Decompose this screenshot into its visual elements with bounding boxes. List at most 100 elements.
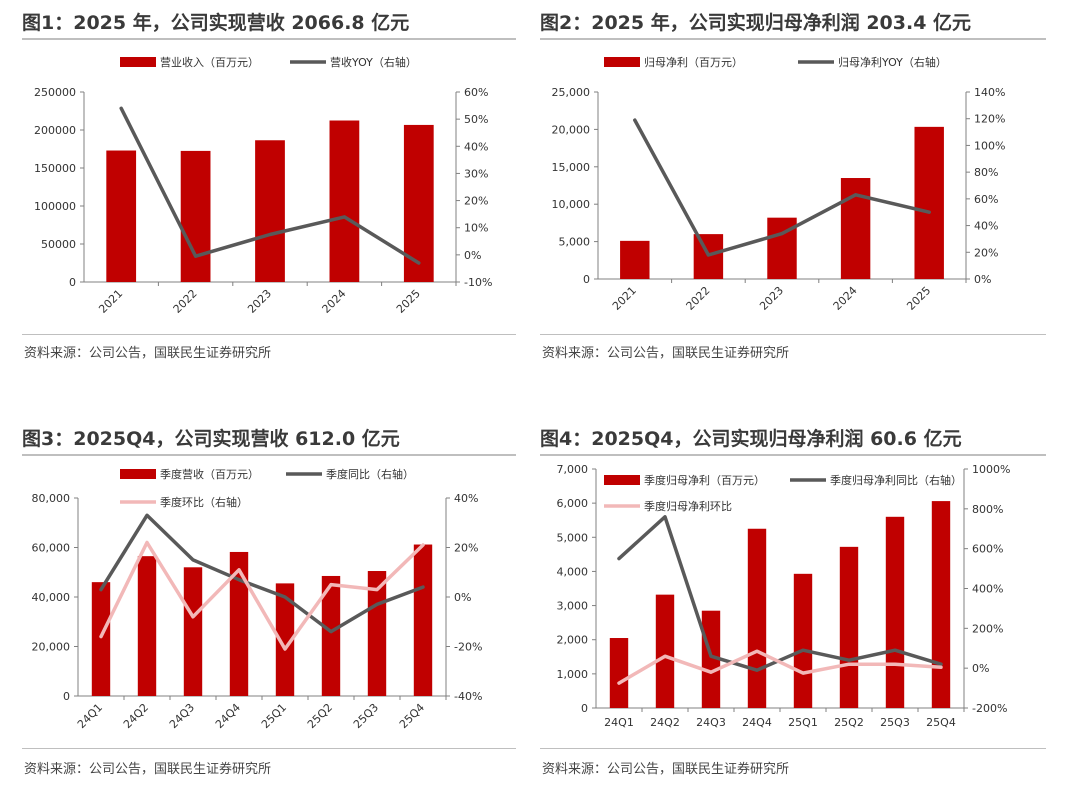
x-tick-label: 24Q2 — [650, 716, 680, 729]
bar — [321, 575, 341, 696]
figure-4-chart: 0 1,000 2,000 3,000 4,000 5,000 6,000 7,000 -200… — [557, 463, 1011, 729]
right-tick-label: 20% — [454, 542, 478, 555]
bar — [701, 610, 721, 708]
bar — [329, 120, 360, 282]
series-line — [633, 118, 931, 257]
figure-1-title: 图1：2025 年，公司实现营收 2066.8 亿元 — [22, 12, 410, 34]
right-tick-label: 140% — [974, 86, 1005, 99]
right-tick-label: 0% — [454, 591, 471, 604]
bar — [229, 551, 249, 696]
legend-label: 季度归母净利（百万元） — [644, 473, 765, 487]
x-tick-label: 24Q4 — [213, 701, 243, 731]
right-tick-label: 800% — [972, 503, 1003, 516]
left-tick-label: 0 — [583, 273, 590, 286]
x-tick-label: 2024 — [320, 287, 349, 316]
bar — [885, 516, 905, 708]
figure-1-panel: 图1：2025 年，公司实现营收 2066.8 亿元 0 50000 100000 1… — [22, 8, 516, 364]
left-tick-label: 15,000 — [552, 161, 591, 174]
x-tick-label: 24Q3 — [167, 701, 197, 731]
x-tick-label: 2022 — [684, 284, 713, 313]
series-line — [99, 540, 425, 651]
x-tick-label: 2023 — [245, 287, 274, 316]
x-tick-label: 25Q1 — [788, 716, 818, 729]
x-tick-label: 2023 — [757, 284, 786, 313]
figure-4-title: 图4：2025Q4，公司实现归母净利润 60.6 亿元 — [540, 428, 962, 450]
left-tick-label: 0 — [69, 276, 76, 289]
right-tick-label: 60% — [464, 86, 488, 99]
x-tick-label: 2025 — [394, 287, 423, 316]
left-tick-label: 100000 — [34, 200, 76, 213]
x-tick-label: 25Q1 — [259, 701, 289, 731]
left-tick-label: 40,000 — [32, 591, 71, 604]
figure-4-panel: 图4：2025Q4，公司实现归母净利润 60.6 亿元 0 1,000 2,000 3… — [540, 424, 1046, 784]
legend-swatch-bar — [120, 57, 156, 67]
right-tick-label: -20% — [454, 641, 482, 654]
right-tick-label: 120% — [974, 113, 1005, 126]
left-tick-label: 3,000 — [557, 600, 589, 613]
legend-label: 营收YOY（右轴） — [330, 55, 417, 69]
left-tick-label: 250000 — [34, 86, 76, 99]
bar — [609, 638, 629, 708]
left-tick-label: 7,000 — [557, 463, 589, 476]
x-tick-label: 24Q3 — [696, 716, 726, 729]
figure-1-chart: 0 50000 100000 150000 200000 250000 -10% 0% 10% 2… — [34, 55, 492, 316]
x-tick-label: 25Q3 — [351, 701, 381, 731]
bar — [620, 240, 650, 279]
bar — [839, 546, 859, 708]
series-line — [119, 106, 421, 265]
legend-label: 季度同比（右轴） — [326, 467, 414, 481]
legend-label: 归母净利（百万元） — [644, 55, 743, 69]
series-line — [99, 513, 425, 634]
right-tick-label: 0% — [974, 273, 991, 286]
x-tick-label: 25Q3 — [880, 716, 910, 729]
figure-4-title-rule — [540, 454, 1046, 456]
bar — [655, 594, 675, 708]
right-tick-label: 40% — [464, 140, 488, 153]
left-tick-label: 4,000 — [557, 565, 589, 578]
right-tick-label: 0% — [464, 249, 481, 262]
right-tick-label: 20% — [974, 246, 998, 259]
bar — [747, 528, 767, 708]
left-tick-label: 20,000 — [552, 123, 591, 136]
right-tick-label: 20% — [464, 195, 488, 208]
figure-4-footer-rule — [540, 748, 1046, 749]
series-line — [617, 515, 943, 672]
legend-label: 季度归母净利环比 — [644, 499, 732, 513]
right-tick-label: -10% — [464, 276, 492, 289]
left-tick-label: 20,000 — [32, 641, 71, 654]
right-tick-label: 30% — [464, 167, 488, 180]
figure-2-panel: 图2：2025 年，公司实现归母净利润 203.4 亿元 0 5,000 10,00… — [540, 8, 1046, 364]
legend-label: 营业收入（百万元） — [160, 55, 259, 69]
right-tick-label: 400% — [972, 583, 1003, 596]
left-tick-label: 50000 — [41, 238, 76, 251]
left-tick-label: 60,000 — [32, 542, 71, 555]
legend-label: 季度环比（右轴） — [160, 495, 248, 509]
left-tick-label: 150000 — [34, 162, 76, 175]
x-tick-label: 2021 — [610, 284, 639, 313]
left-tick-label: 0 — [581, 702, 588, 715]
right-tick-label: 40% — [454, 492, 478, 505]
legend-swatch-bar — [120, 469, 156, 479]
bar — [106, 150, 137, 282]
figure-2-title: 图2：2025 年，公司实现归母净利润 203.4 亿元 — [540, 12, 972, 34]
left-tick-label: 0 — [63, 690, 70, 703]
legend-label: 季度营收（百万元） — [160, 467, 259, 481]
left-tick-label: 2,000 — [557, 634, 589, 647]
x-tick-label: 25Q2 — [305, 701, 335, 731]
bar — [275, 583, 295, 696]
bar — [255, 140, 285, 282]
bar — [914, 126, 944, 279]
left-tick-label: 200000 — [34, 124, 76, 137]
figure-2-footer-rule — [540, 334, 1046, 335]
x-tick-label: 2024 — [831, 284, 860, 313]
figure-3-source: 资料来源：公司公告，国联民生证券研究所 — [24, 762, 272, 777]
right-tick-label: 80% — [974, 166, 998, 179]
figure-1-source: 资料来源：公司公告，国联民生证券研究所 — [24, 346, 272, 361]
left-tick-label: 10,000 — [552, 198, 591, 211]
figure-2-title-rule — [540, 38, 1046, 40]
x-tick-label: 24Q2 — [121, 701, 151, 731]
bar — [931, 501, 951, 708]
bar — [413, 544, 433, 696]
left-tick-label: 5,000 — [557, 531, 589, 544]
legend-label: 季度归母净利同比（右轴） — [830, 473, 962, 487]
